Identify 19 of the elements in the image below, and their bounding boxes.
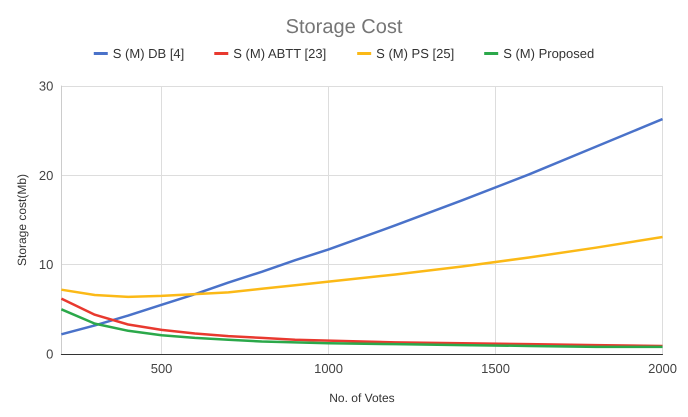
- y-tick-label: 0: [46, 346, 54, 362]
- y-tick-label: 30: [38, 78, 54, 94]
- x-tick-label: 500: [150, 361, 172, 376]
- line-series: [60, 118, 664, 336]
- line-series: [60, 308, 664, 348]
- legend-label: S (M) ABTT [23]: [233, 46, 326, 61]
- x-axis-title: No. of Votes: [329, 391, 395, 405]
- line-series: [60, 236, 664, 298]
- x-tick-label: 2000: [648, 361, 677, 376]
- line-series: [60, 297, 664, 348]
- x-tick-label: 1500: [481, 361, 510, 376]
- legend-label: S (M) DB [4]: [112, 46, 184, 61]
- y-tick-label: 10: [38, 257, 54, 272]
- x-tick-label: 1000: [314, 361, 344, 376]
- y-axis-title: Storage cost(Mb): [15, 174, 29, 266]
- legend-label: S (M) Proposed: [503, 46, 594, 61]
- legend-label: S (M) PS [25]: [376, 46, 454, 61]
- chart-title: Storage Cost: [286, 16, 403, 38]
- y-tick-label: 20: [38, 168, 54, 183]
